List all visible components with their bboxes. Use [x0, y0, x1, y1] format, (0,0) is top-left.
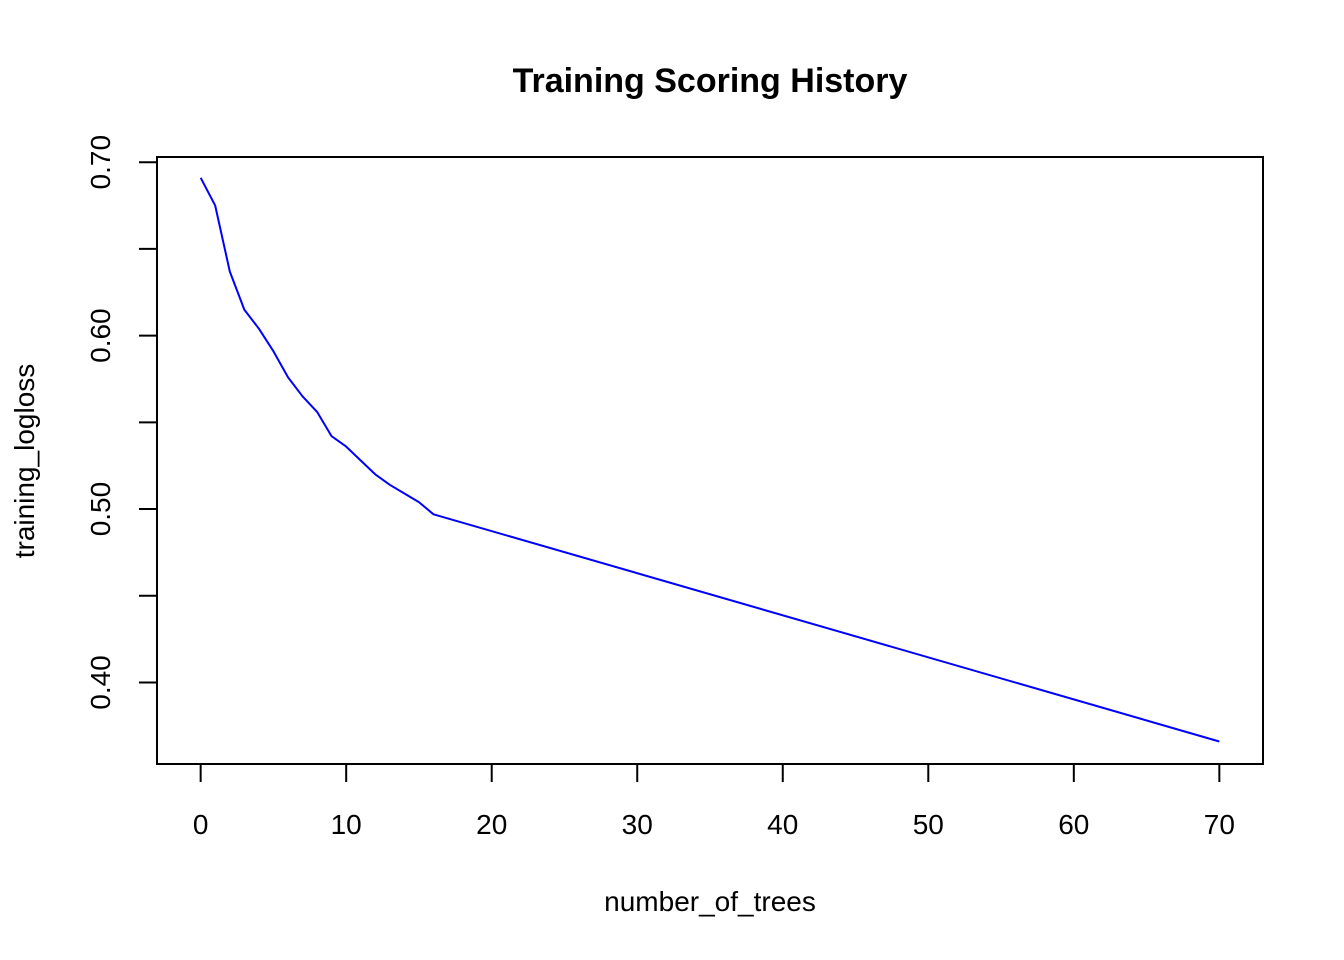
y-axis: 0.40 0.50 0.60 0.70: [85, 135, 158, 710]
series-line: [199, 177, 1220, 743]
plot-frame: [156, 156, 1264, 765]
x-tick-label: 10: [331, 809, 362, 840]
x-tick-label: 20: [476, 809, 507, 840]
y-tick-label: 0.70: [85, 135, 116, 190]
x-axis-label: number_of_trees: [604, 886, 816, 917]
y-tick-label: 0.60: [85, 308, 116, 363]
chart-title: Training Scoring History: [513, 62, 908, 100]
x-tick-label: 60: [1058, 809, 1089, 840]
y-tick-label: 0.40: [85, 655, 116, 710]
x-tick-label: 40: [767, 809, 798, 840]
series-layer: [199, 177, 1220, 743]
x-tick-label: 50: [913, 809, 944, 840]
y-tick-label: 0.50: [85, 482, 116, 537]
x-tick-label: 30: [622, 809, 653, 840]
x-tick-label: 0: [193, 809, 209, 840]
x-axis: 0 10 20 30 40 50 60 70: [193, 763, 1235, 840]
y-axis-label: training_logloss: [9, 364, 40, 559]
x-tick-label: 70: [1204, 809, 1235, 840]
